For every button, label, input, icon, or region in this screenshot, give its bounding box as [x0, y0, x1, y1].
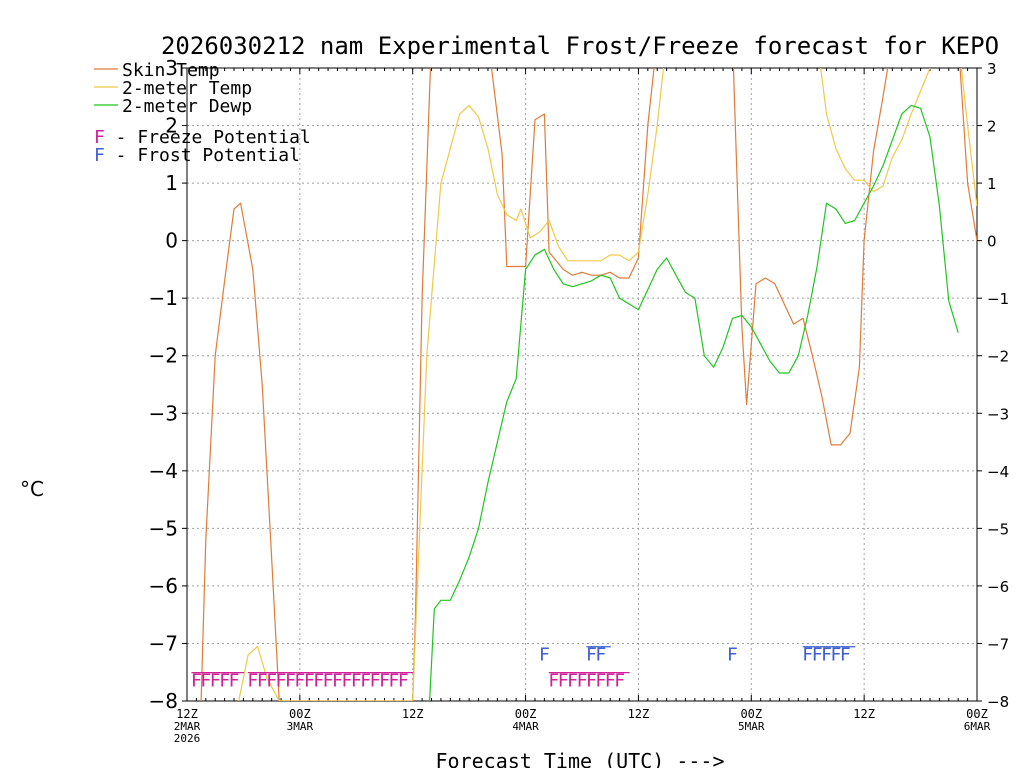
y-axis-label: °C	[20, 477, 44, 501]
y-tick-label-left: −6	[149, 574, 178, 598]
y-tick-label-left: 0	[165, 229, 178, 253]
y-tick-label-right: −8	[987, 693, 1009, 711]
x-tick-label: 12Z	[176, 707, 198, 721]
freeze-marker: F	[229, 671, 240, 692]
frost-marker: F	[821, 645, 832, 666]
legend-marker-letter: F	[94, 127, 105, 148]
frost-marker: F	[727, 645, 738, 666]
x-tick-label: 6MAR	[964, 720, 991, 733]
freeze-marker: F	[332, 671, 343, 692]
freeze-marker: F	[323, 671, 334, 692]
legend-label: 2-meter Dewp	[122, 96, 252, 117]
y-tick-label-left: −5	[149, 516, 178, 540]
y-tick-label-right: 2	[987, 118, 997, 136]
freeze-marker: F	[595, 671, 606, 692]
y-tick-label-left: −4	[149, 459, 178, 483]
x-tick-label: 3MAR	[287, 720, 314, 733]
freeze-marker: F	[257, 671, 268, 692]
y-tick-label-right: −4	[987, 463, 1009, 481]
frost-marker: F	[595, 645, 606, 666]
x-tick-label: 2026	[174, 732, 201, 745]
legend-label: Skin Temp	[122, 60, 220, 81]
freeze-marker: F	[548, 671, 559, 692]
legend-label: 2-meter Temp	[122, 78, 252, 99]
freeze-marker: F	[370, 671, 381, 692]
legend-marker-label: F - Frost Potential	[94, 145, 300, 166]
x-tick-label: 12Z	[402, 707, 424, 721]
freeze-marker: F	[379, 671, 390, 692]
legend-marker-text: - Freeze Potential	[105, 127, 311, 148]
freeze-marker: F	[577, 671, 588, 692]
frost-marker: F	[812, 645, 823, 666]
legend-marker-letter: F	[94, 145, 105, 166]
y-tick-label-right: −1	[987, 290, 1009, 308]
y-tick-label-right: −7	[987, 635, 1009, 653]
series-lines	[200, 68, 977, 701]
freeze-marker: F	[266, 671, 277, 692]
axes: −8 −8 −7 −7 −6 −6 −5 −5 −4 −4 −3 −3 −2 −2 −1 −1 0 0 1 1 2 2 3 3…	[149, 56, 1010, 745]
freeze-marker: F	[388, 671, 399, 692]
x-tick-label: 00Z	[515, 707, 537, 721]
legend-marker-label: F - Freeze Potential	[94, 127, 311, 148]
y-tick-label-right: −5	[987, 520, 1009, 538]
freeze-marker: F	[398, 671, 409, 692]
frost-marker: F	[586, 645, 597, 666]
y-tick-label-left: −2	[149, 344, 178, 368]
y-tick-label-left: 3	[165, 56, 178, 80]
series-line-skin-temp	[200, 68, 977, 701]
freeze-marker: F	[567, 671, 578, 692]
plot-frame	[186, 67, 978, 702]
x-tick-label: 00Z	[966, 707, 988, 721]
y-tick-label-left: −8	[149, 689, 178, 713]
freeze-marker: F	[247, 671, 258, 692]
freeze-marker: F	[341, 671, 352, 692]
freeze-marker: F	[586, 671, 597, 692]
freeze-marker: F	[605, 671, 616, 692]
x-tick-label: 12Z	[628, 707, 650, 721]
y-tick-label-left: −1	[149, 286, 178, 310]
y-tick-label-right: −2	[987, 348, 1009, 366]
frost-marker: F	[802, 645, 813, 666]
x-tick-label: 5MAR	[738, 720, 765, 733]
y-tick-label-left: 1	[165, 171, 178, 195]
freeze-marker: F	[210, 671, 221, 692]
freeze-marker: F	[191, 671, 202, 692]
freeze-marker: F	[219, 671, 230, 692]
freeze-marker: F	[614, 671, 625, 692]
x-tick-label: 12Z	[853, 707, 875, 721]
chart-title: 2026030212 nam Experimental Frost/Freeze…	[161, 32, 999, 60]
series-line-2-meter-temp	[238, 68, 977, 701]
legend-marker-text: - Frost Potential	[105, 145, 300, 166]
grid-lines	[187, 68, 977, 701]
frost-marker: F	[539, 645, 550, 666]
x-tick-label: 2MAR	[174, 720, 201, 733]
y-tick-label-right: 0	[987, 233, 997, 251]
freeze-marker: F	[558, 671, 569, 692]
freeze-marker: F	[351, 671, 362, 692]
y-tick-label-left: 2	[165, 114, 178, 138]
series-line-2-meter-dewp	[429, 104, 959, 701]
y-tick-label-right: −6	[987, 578, 1009, 596]
y-tick-label-right: 3	[987, 60, 997, 78]
freeze-marker: F	[313, 671, 324, 692]
freeze-marker: F	[276, 671, 287, 692]
freeze-marker: F	[200, 671, 211, 692]
frost-marker: F	[831, 645, 842, 666]
frost-marker: F	[840, 645, 851, 666]
y-tick-label-right: −3	[987, 405, 1009, 423]
x-axis-label: Forecast Time (UTC) --->	[436, 749, 725, 768]
y-tick-label-left: −7	[149, 631, 178, 655]
freeze-marker: F	[294, 671, 305, 692]
y-tick-label-left: −3	[149, 401, 178, 425]
y-tick-label-right: 1	[987, 175, 997, 193]
x-tick-label: 00Z	[740, 707, 762, 721]
freeze-marker: F	[285, 671, 296, 692]
freeze-marker: F	[360, 671, 371, 692]
x-tick-label: 4MAR	[512, 720, 539, 733]
freeze-marker: F	[304, 671, 315, 692]
x-tick-label: 00Z	[289, 707, 311, 721]
